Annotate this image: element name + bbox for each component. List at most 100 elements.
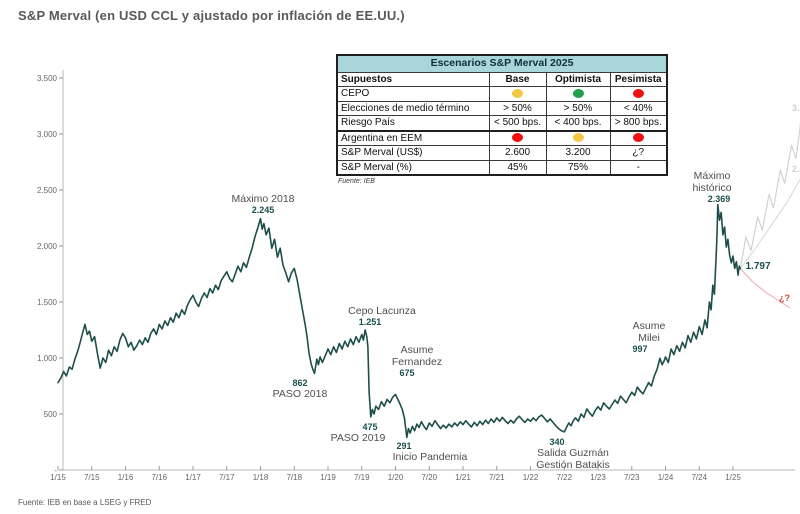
annotation-asume-milei: Asume Milei 997 (632, 320, 665, 354)
x-tick-label: 7/21 (488, 473, 505, 482)
y-tick-label: - (54, 466, 57, 475)
annotation-salida-guzman-label: Gestión Batakis (536, 459, 610, 471)
escenarios-table: Escenarios S&P Merval 2025 Supuestos Base O… (336, 54, 668, 176)
annotation-maximo-historico-value: 2.369 (707, 194, 731, 204)
table-cell: < 400 bps. (545, 115, 611, 131)
x-tick-label: 1/15 (50, 473, 66, 482)
annotation-inicio-pandemia-value: 291 (396, 441, 412, 451)
escenario-pesimista-projection-line (739, 268, 790, 309)
table-cell (488, 130, 547, 146)
scenario-table: Escenarios S&P Merval 2025 Supuestos Base O… (336, 54, 668, 185)
table-cell: 75% (545, 159, 611, 176)
x-tick-label: 1/21 (455, 473, 471, 482)
annotation-paso-2018-value: 862 (292, 378, 308, 388)
column-header-base: Base (488, 71, 547, 87)
y-tick-label: 3.000 (36, 130, 57, 139)
annotation-asume-fernandez-label: Asume (400, 344, 434, 356)
x-tick-label: 7/20 (421, 473, 438, 482)
annotation-asume-milei-label: Milei (638, 332, 660, 344)
x-tick-label: 1/25 (725, 473, 741, 482)
x-tick-label: 7/18 (286, 473, 303, 482)
row-label: Elecciones de medio término (336, 100, 490, 116)
x-tick-label: 1/24 (657, 473, 674, 482)
annotation-cepo-lacunza: Cepo Lacunza 1.251 (348, 305, 416, 327)
table-header-row: Supuestos Base Optimista Pesimista (336, 71, 668, 87)
y-tick-label: 2.500 (36, 186, 57, 195)
merval-series-line (57, 203, 742, 439)
table-cell (545, 86, 611, 102)
annotation-asume-fernandez-label: Fernandez (391, 356, 443, 368)
chart-title: S&P Merval (en USD CCL y ajustado por in… (18, 8, 405, 23)
table-cell: 45% (488, 159, 547, 176)
annotation-maximo-2018-label: Máximo 2018 (231, 193, 295, 205)
table-cell: 2.600 (488, 145, 547, 161)
x-tick-label: 1/20 (387, 473, 404, 482)
table-row: S&P Merval (%) 45% 75% - (336, 159, 668, 176)
row-label: Riesgo País (336, 115, 490, 131)
table-row: S&P Merval (US$) 2.600 3.200 ¿? (336, 145, 668, 161)
table-row: Riesgo País < 500 bps. < 400 bps. > 800 bps… (336, 115, 668, 131)
x-tick-label: 7/15 (83, 473, 100, 482)
table-cell (609, 86, 668, 102)
annotation-inicio-pandemia-label: Inicio Pandemia (392, 451, 468, 463)
x-tick-label: 7/17 (218, 473, 235, 482)
x-tick-label: 7/22 (556, 473, 573, 482)
column-header-optimista: Optimista (545, 71, 611, 87)
table-cell: > 800 bps. (609, 115, 668, 131)
annotation-inicio-pandemia: 291 Inicio Pandemia (393, 441, 468, 463)
table-row: CEPO (336, 86, 668, 102)
annotation-maximo-historico: Máximo histórico 2.369 (692, 170, 731, 204)
annotation-salida-guzman-value: 340 (549, 437, 565, 447)
yellow-dot-icon (572, 133, 584, 143)
escenario-base-2600-projection-line (739, 178, 800, 270)
annotation-cepo-lacunza-label: Cepo Lacunza (348, 305, 416, 317)
edge-fragment-label: 2.6 (792, 164, 800, 174)
y-tick-label: 1.500 (36, 298, 57, 307)
escenario-optimista-3200-projection-line (739, 122, 800, 270)
annotation-paso-2018-label: PASO 2018 (272, 388, 328, 400)
annotation-maximo-historico-label: histórico (692, 182, 732, 194)
y-tick-label: 1.000 (36, 354, 57, 363)
x-tick-label: 7/19 (353, 473, 370, 482)
x-tick-label: 7/24 (691, 473, 708, 482)
annotation-asume-fernandez: Asume Fernandez 675 (392, 344, 442, 378)
table-cell: < 500 bps. (488, 115, 547, 131)
annotation-maximo-2018-value: 2.245 (251, 205, 275, 215)
green-dot-icon (572, 88, 584, 98)
x-tick-label: 7/23 (623, 473, 640, 482)
table-title-row: Escenarios S&P Merval 2025 (336, 54, 668, 73)
x-tick-label: 1/22 (522, 473, 539, 482)
table-row: Elecciones de medio término > 50% > 50% < 4… (336, 100, 668, 116)
table-cell (609, 130, 668, 146)
y-tick-label: 3.500 (36, 74, 57, 83)
table-source-note: Fuente: IEB (338, 178, 375, 185)
y-tick-label: 500 (43, 410, 57, 419)
annotation-cepo-lacunza-value: 1.251 (358, 317, 382, 327)
annotation-salida-guzman: 340 Salida Guzmán Gestión Batakis (536, 437, 610, 471)
x-tick-label: 1/16 (117, 473, 134, 482)
annotation-asume-fernandez-value: 675 (399, 368, 415, 378)
x-tick-label: 1/19 (320, 473, 336, 482)
row-label: S&P Merval (US$) (336, 145, 490, 161)
x-tick-label: 1/17 (185, 473, 201, 482)
yellow-dot-icon (512, 88, 523, 98)
table-cell (545, 130, 611, 146)
x-tick-label: 1/23 (590, 473, 606, 482)
red-dot-icon (512, 133, 523, 143)
row-label: CEPO (336, 86, 490, 102)
column-header-supuestos: Supuestos (336, 71, 490, 87)
annotation-paso-2019-label: PASO 2019 (330, 432, 386, 444)
red-dot-icon (632, 133, 644, 143)
annotation-salida-guzman-label: Salida Guzmán (537, 447, 609, 459)
source-footer: Fuente: IEB en base a LSEG y FRED (18, 498, 152, 507)
annotation-asume-milei-value: 997 (632, 344, 648, 354)
table-cell (488, 86, 547, 102)
table-row: Argentina en EEM (336, 130, 668, 146)
x-tick-label: 7/16 (151, 473, 168, 482)
annotation-paso-2019-value: 475 (362, 422, 378, 432)
table-cell: > 50% (488, 100, 547, 116)
column-header-pesimista: Pesimista (609, 71, 668, 87)
annotation-paso-2018: 862 PASO 2018 (273, 378, 328, 400)
annotation-valor-actual-value: 1.797 (745, 261, 771, 272)
